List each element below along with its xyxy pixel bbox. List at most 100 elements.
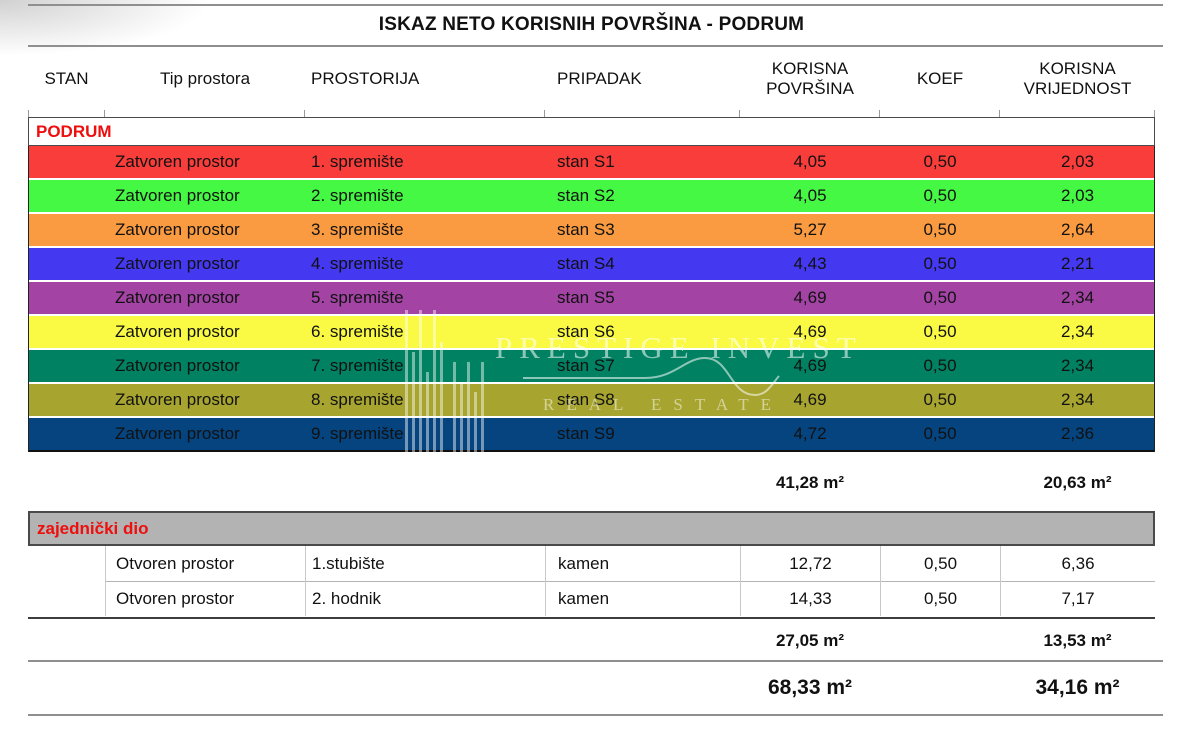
table-row: Otvoren prostor 1.stubište kamen 12,72 0…	[28, 546, 1155, 581]
cell-povrsina: 4,72	[793, 424, 827, 443]
table-row: Zatvoren prostor 3. spremište stan S3 5,…	[29, 214, 1154, 248]
cell-vrijednost: 2,64	[1060, 220, 1095, 239]
podrum-subtotal-povrsina: 41,28 m²	[775, 473, 845, 492]
cell-povrsina: 4,69	[793, 288, 827, 307]
cell-pripadak: stan S5	[557, 288, 615, 307]
table-row: Zatvoren prostor 7. spremište stan S7 4,…	[29, 350, 1154, 384]
cell-povrsina: 4,69	[793, 356, 827, 375]
cell-tip: Zatvoren prostor	[115, 424, 240, 443]
section-bottom-rule	[28, 617, 1155, 619]
rule-top	[28, 4, 1163, 6]
cell-povrsina: 5,27	[793, 220, 827, 239]
cell-vrijednost: 2,34	[1060, 390, 1095, 409]
table-row: Zatvoren prostor 4. spremište stan S4 4,…	[29, 248, 1154, 282]
section-header-podrum: PODRUM	[28, 117, 1155, 146]
cell-pripadak: kamen	[545, 546, 740, 581]
section-header-zajednicki-dio: zajednički dio	[28, 511, 1155, 546]
cell-prostorija: 7. spremište	[311, 356, 404, 375]
cell-povrsina: 14,33	[740, 581, 880, 616]
cell-povrsina: 4,05	[793, 152, 827, 171]
column-header-korisna-vrijednost: KORISNA VRIJEDNOST	[1023, 59, 1132, 98]
column-header-pripadak: PRIPADAK	[557, 69, 642, 89]
cell-tip: Zatvoren prostor	[115, 186, 240, 205]
cell-koef: 0,50	[880, 581, 1000, 616]
column-header-korisna-povrsina: KORISNA POVRŠINA	[766, 59, 854, 98]
column-header-tip-prostora: Tip prostora	[159, 69, 251, 89]
table-row: Zatvoren prostor 5. spremište stan S5 4,…	[29, 282, 1154, 316]
table-header-row: STAN Tip prostora PROSTORIJA PRIPADAK KO…	[28, 50, 1155, 108]
total-povrsina: 68,33 m²	[767, 676, 853, 699]
cell-tip: Zatvoren prostor	[115, 254, 240, 273]
podrum-subtotal-vrijednost: 20,63 m²	[1043, 473, 1112, 492]
cell-pripadak: stan S7	[557, 356, 615, 375]
section-label: PODRUM	[36, 121, 112, 141]
cell-povrsina: 4,69	[793, 390, 827, 409]
cell-koef: 0,50	[880, 546, 1000, 581]
cell-koef: 0,50	[923, 220, 957, 239]
page-corner-shading	[0, 0, 300, 80]
cell-prostorija: 5. spremište	[311, 288, 404, 307]
zajednicki-subtotal-povrsina: 27,05 m²	[775, 631, 845, 650]
section-label: zajednički dio	[37, 518, 149, 538]
zajednicki-subtotal-vrijednost: 13,53 m²	[1043, 631, 1112, 650]
cell-pripadak: stan S1	[557, 152, 615, 171]
cell-koef: 0,50	[923, 356, 957, 375]
table-row: Zatvoren prostor 2. spremište stan S2 4,…	[29, 180, 1154, 214]
cell-pripadak: stan S4	[557, 254, 615, 273]
cell-vrijednost: 7,17	[1000, 581, 1155, 616]
cell-prostorija: 2. hodnik	[305, 581, 545, 616]
table-row: Zatvoren prostor 1. spremište stan S1 4,…	[29, 146, 1154, 180]
cell-prostorija: 3. spremište	[311, 220, 404, 239]
cell-vrijednost: 2,34	[1060, 356, 1095, 375]
total-vrijednost: 34,16 m²	[1035, 676, 1120, 699]
column-header-stan: STAN	[44, 69, 89, 89]
row-separator	[105, 581, 1155, 582]
rule-above-total	[28, 660, 1163, 662]
cell-pripadak: stan S6	[557, 322, 615, 341]
cell-pripadak: stan S3	[557, 220, 615, 239]
cell-koef: 0,50	[923, 288, 957, 307]
cell-prostorija: 1.stubište	[305, 546, 545, 581]
cell-vrijednost: 6,36	[1000, 546, 1155, 581]
grand-total-row: 68,33 m² 34,16 m²	[28, 662, 1155, 714]
cell-koef: 0,50	[923, 424, 957, 443]
cell-tip: Zatvoren prostor	[115, 220, 240, 239]
cell-tip: Zatvoren prostor	[115, 288, 240, 307]
cell-koef: 0,50	[923, 254, 957, 273]
table-row: Otvoren prostor 2. hodnik kamen 14,33 0,…	[28, 581, 1155, 616]
cell-tip: Zatvoren prostor	[115, 356, 240, 375]
cell-pripadak: kamen	[545, 581, 740, 616]
rule-under-title	[28, 45, 1163, 47]
table-row: Zatvoren prostor 8. spremište stan S8 4,…	[29, 384, 1154, 418]
cell-koef: 0,50	[923, 390, 957, 409]
rule-bottom	[28, 714, 1163, 716]
column-header-prostorija: PROSTORIJA	[311, 69, 420, 89]
column-header-koef: KOEF	[916, 69, 964, 89]
cell-koef: 0,50	[923, 322, 957, 341]
cell-pripadak: stan S2	[557, 186, 615, 205]
table-row: Zatvoren prostor 6. spremište stan S6 4,…	[29, 316, 1154, 350]
cell-tip: Otvoren prostor	[105, 546, 305, 581]
cell-povrsina: 4,05	[793, 186, 827, 205]
header-column-ticks	[28, 110, 1155, 117]
cell-vrijednost: 2,36	[1060, 424, 1095, 443]
cell-povrsina: 12,72	[740, 546, 880, 581]
zajednicki-subtotal-row: 27,05 m² 13,53 m²	[28, 622, 1155, 660]
cell-pripadak: stan S9	[557, 424, 615, 443]
cell-vrijednost: 2,03	[1060, 186, 1095, 205]
cell-prostorija: 9. spremište	[311, 424, 404, 443]
cell-tip: Zatvoren prostor	[115, 390, 240, 409]
cell-vrijednost: 2,21	[1060, 254, 1095, 273]
podrum-rows-block: Zatvoren prostor 1. spremište stan S1 4,…	[28, 146, 1155, 452]
cell-prostorija: 8. spremište	[311, 390, 404, 409]
cell-tip: Otvoren prostor	[105, 581, 305, 616]
cell-povrsina: 4,43	[793, 254, 827, 273]
cell-vrijednost: 2,03	[1060, 152, 1095, 171]
cell-prostorija: 6. spremište	[311, 322, 404, 341]
podrum-subtotal-row: 41,28 m² 20,63 m²	[28, 455, 1155, 511]
cell-prostorija: 2. spremište	[311, 186, 404, 205]
cell-pripadak: stan S8	[557, 390, 615, 409]
cell-koef: 0,50	[923, 186, 957, 205]
cell-tip: Zatvoren prostor	[115, 152, 240, 171]
